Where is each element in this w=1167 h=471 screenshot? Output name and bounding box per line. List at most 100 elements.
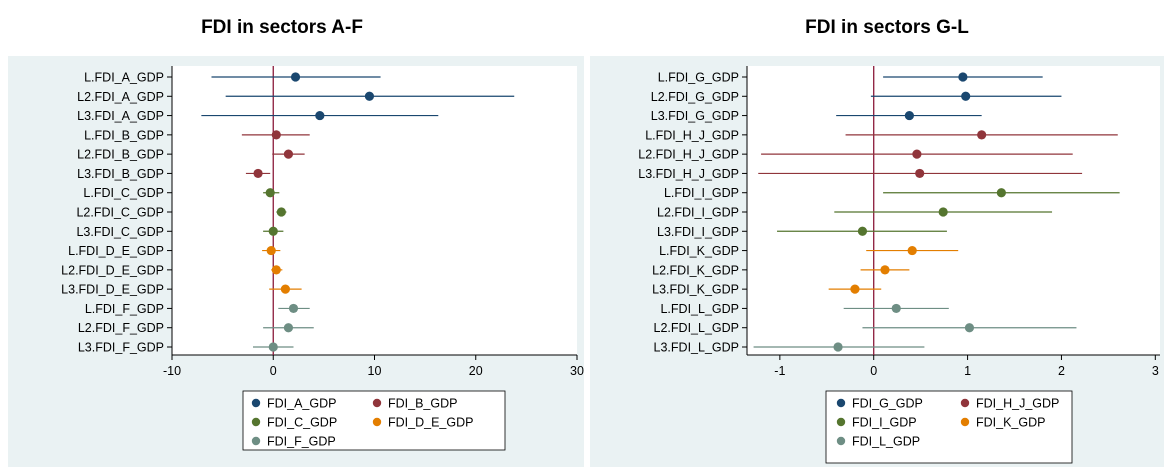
y-tick-label: L.FDI_A_GDP — [84, 71, 164, 85]
estimate-point — [271, 265, 281, 275]
x-tick-label: -1 — [774, 364, 785, 378]
legend-marker — [836, 436, 846, 446]
legend-marker — [836, 398, 846, 408]
chart-title: FDI in sectors G-L — [805, 17, 969, 38]
plot-area — [747, 66, 1160, 355]
estimate-point — [958, 72, 968, 82]
y-tick-label: L3.FDI_K_GDP — [652, 283, 739, 297]
estimate-point — [961, 91, 971, 101]
y-tick-label: L2.FDI_H_J_GDP — [638, 148, 739, 162]
y-tick-label: L3.FDI_F_GDP — [78, 341, 164, 355]
y-tick-label: L2.FDI_C_GDP — [76, 206, 164, 220]
y-tick-label: L3.FDI_A_GDP — [77, 109, 164, 123]
y-tick-label: L3.FDI_I_GDP — [657, 225, 739, 239]
legend-box — [825, 390, 1073, 464]
y-tick-label: L3.FDI_L_GDP — [654, 341, 739, 355]
estimate-point — [915, 168, 925, 179]
chart-panel-2: FDI in sectors G-L -1 0 1 2 3 L.FDI_G_GDP L2.FD… — [590, 17, 1164, 467]
x-tick-label: 0 — [870, 364, 877, 378]
estimate-point — [268, 342, 278, 352]
x-tick-label: 2 — [1058, 364, 1065, 378]
legend: FDI_G_GDP FDI_H_J_GDP FDI_I_GDP FDI_K_GDP FD… — [825, 390, 1073, 464]
estimate-point — [280, 284, 290, 294]
y-tick-label: L3.FDI_C_GDP — [76, 225, 164, 239]
estimate-point — [907, 245, 917, 256]
y-tick-label: L2.FDI_A_GDP — [77, 90, 164, 104]
estimate-point — [268, 226, 278, 236]
legend-marker — [251, 398, 261, 408]
estimate-point — [283, 149, 294, 159]
x-tick-label: 1 — [964, 364, 971, 378]
estimate-point — [850, 284, 860, 294]
y-tick-label: L.FDI_K_GDP — [659, 244, 739, 258]
x-tick-label: 30 — [570, 364, 584, 378]
estimate-point — [977, 130, 987, 140]
estimate-point — [315, 110, 325, 121]
estimate-point — [938, 207, 948, 217]
estimate-point — [276, 207, 286, 217]
x-tick-label: 0 — [270, 364, 277, 378]
legend-label: FDI_G_GDP — [852, 397, 923, 411]
estimate-point — [904, 110, 914, 121]
legend-label: FDI_I_GDP — [852, 416, 917, 430]
chart-title: FDI in sectors A-F — [201, 17, 363, 38]
legend-label: FDI_B_GDP — [388, 397, 457, 411]
y-tick-label: L.FDI_D_E_GDP — [68, 244, 164, 258]
estimate-point — [880, 265, 890, 275]
estimate-point — [288, 303, 299, 314]
estimate-point — [271, 130, 281, 140]
y-tick-label: L2.FDI_B_GDP — [77, 148, 164, 162]
estimate-point — [265, 188, 275, 198]
legend-marker — [372, 417, 382, 427]
y-tick-label: L3.FDI_D_E_GDP — [61, 283, 164, 297]
y-tick-label: L2.FDI_L_GDP — [654, 321, 739, 335]
estimate-point — [857, 226, 868, 236]
estimate-point — [833, 342, 843, 352]
legend-label: FDI_D_E_GDP — [388, 416, 473, 430]
legend-label: FDI_F_GDP — [267, 435, 336, 449]
estimate-point — [253, 168, 263, 179]
legend-label: FDI_K_GDP — [976, 416, 1045, 430]
estimate-point — [912, 149, 922, 159]
y-tick-label: L.FDI_G_GDP — [658, 71, 739, 85]
x-tick-label: 3 — [1152, 364, 1159, 378]
y-tick-label: L2.FDI_D_E_GDP — [61, 263, 164, 277]
y-tick-label: L.FDI_B_GDP — [84, 128, 164, 142]
legend-label: FDI_L_GDP — [852, 435, 920, 449]
estimate-point — [996, 188, 1006, 198]
x-tick-label: 10 — [368, 364, 382, 378]
y-tick-label: L.FDI_F_GDP — [85, 302, 164, 316]
y-tick-label: L2.FDI_F_GDP — [78, 321, 164, 335]
legend-marker — [251, 417, 261, 427]
estimate-point — [266, 245, 276, 256]
legend-label: FDI_H_J_GDP — [976, 397, 1059, 411]
y-tick-label: L2.FDI_G_GDP — [651, 90, 739, 104]
legend-marker — [836, 417, 846, 427]
legend-label: FDI_A_GDP — [267, 397, 336, 411]
legend-marker — [372, 398, 382, 408]
y-tick-label: L3.FDI_H_J_GDP — [638, 167, 739, 181]
y-tick-label: L3.FDI_G_GDP — [651, 109, 739, 123]
y-tick-label: L.FDI_L_GDP — [660, 302, 739, 316]
y-tick-label: L2.FDI_K_GDP — [652, 263, 739, 277]
legend-marker — [251, 436, 261, 446]
legend-marker — [960, 398, 970, 408]
x-tick-label: 20 — [469, 364, 483, 378]
legend-marker — [960, 417, 970, 427]
legend-label: FDI_C_GDP — [267, 416, 337, 430]
estimate-point — [290, 72, 301, 82]
y-tick-label: L3.FDI_B_GDP — [77, 167, 164, 181]
x-tick-label: -10 — [163, 364, 181, 378]
estimate-point — [964, 323, 975, 333]
y-tick-label: L.FDI_C_GDP — [83, 186, 164, 200]
plot-area — [172, 66, 577, 355]
chart-panel-1: FDI in sectors A-F -10 0 10 20 30 L.FDI_A_GDP L… — [8, 17, 584, 467]
y-tick-label: L.FDI_I_GDP — [664, 186, 739, 200]
y-tick-label: L2.FDI_I_GDP — [657, 206, 739, 220]
y-tick-label: L.FDI_H_J_GDP — [645, 128, 739, 142]
estimate-point — [283, 323, 294, 333]
estimate-point — [364, 91, 375, 101]
legend: FDI_A_GDP FDI_B_GDP FDI_C_GDP FDI_D_E_GDP FD… — [242, 390, 506, 451]
estimate-point — [891, 303, 901, 314]
